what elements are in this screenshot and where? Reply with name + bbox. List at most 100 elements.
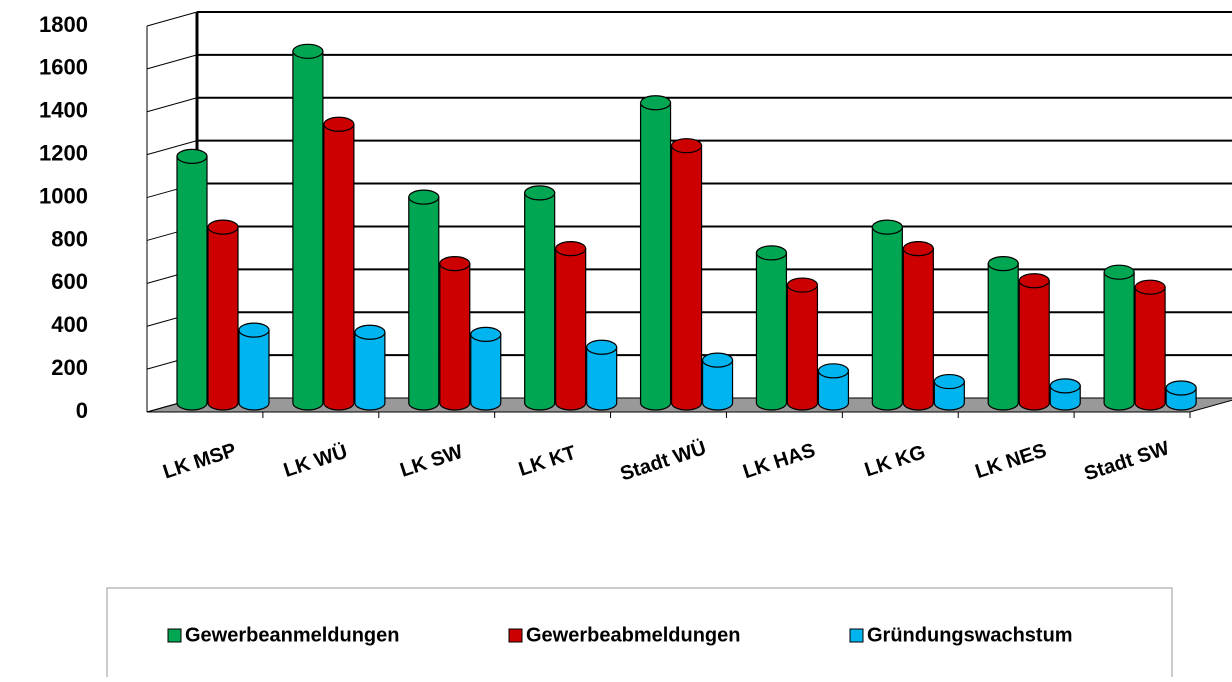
y-tick-label: 400 xyxy=(51,312,88,337)
cylinder xyxy=(933,373,965,411)
cylinder-top xyxy=(408,189,440,205)
cylinder-top xyxy=(555,241,587,257)
y-tick-label: 200 xyxy=(51,355,88,380)
cylinder-top xyxy=(354,324,386,340)
cylinder-top xyxy=(817,363,850,379)
x-tick-label: Stadt WÜ xyxy=(617,436,709,485)
cylinder xyxy=(755,245,788,411)
cylinder-top xyxy=(1165,380,1197,396)
cylinder-top xyxy=(323,116,355,132)
cylinder-body xyxy=(987,263,1019,411)
cylinder-top xyxy=(1018,273,1050,289)
cylinder-top xyxy=(902,241,934,257)
legend-label: Gewerbeanmeldungen xyxy=(185,624,400,646)
y-tick-label: 1200 xyxy=(39,140,88,165)
cylinder-body xyxy=(354,331,386,411)
y-tick-label: 1400 xyxy=(39,98,88,123)
legend-box xyxy=(106,587,1173,682)
cylinder xyxy=(1134,279,1166,411)
cylinder-top xyxy=(176,148,208,164)
cylinder-body xyxy=(323,123,355,411)
y-tick-label: 1600 xyxy=(39,55,88,80)
cylinder xyxy=(524,185,556,411)
grid-line-side xyxy=(146,140,198,156)
cylinder xyxy=(292,43,324,411)
cylinder-body xyxy=(701,359,734,411)
cylinder-body xyxy=(292,50,324,411)
x-tick-label: Stadt SW xyxy=(1082,437,1172,485)
cylinder xyxy=(1103,264,1135,411)
cylinder-top xyxy=(670,138,703,154)
cylinder-top xyxy=(207,219,239,235)
cylinder xyxy=(207,219,239,411)
cylinder-top xyxy=(238,322,270,338)
grid-line-side xyxy=(146,11,198,27)
x-tick-label: LK NES xyxy=(973,440,1050,484)
cylinder-body xyxy=(555,248,587,411)
cylinder-body xyxy=(238,329,270,411)
x-tick-label: LK KT xyxy=(516,442,579,481)
cylinder xyxy=(1018,273,1050,411)
legend-swatch xyxy=(849,628,864,643)
cylinder xyxy=(670,138,703,411)
x-tick-label: LK WÜ xyxy=(281,440,350,482)
cylinder xyxy=(817,363,850,411)
cylinder-body xyxy=(207,226,239,411)
x-tick-label: LK MSP xyxy=(160,439,239,483)
cylinder-top xyxy=(524,185,556,201)
grid-line-side xyxy=(146,97,198,113)
cylinder xyxy=(871,219,903,411)
cylinder-body xyxy=(176,155,208,411)
cylinder-body xyxy=(639,102,672,411)
cylinder-body xyxy=(871,226,903,411)
cylinder xyxy=(1165,380,1197,411)
cylinder xyxy=(176,148,208,411)
legend-label: Gründungswachstum xyxy=(867,624,1073,646)
cylinder-body xyxy=(408,196,440,411)
cylinder-top xyxy=(439,256,471,272)
cylinder-body xyxy=(524,192,556,411)
cylinder-top xyxy=(871,219,903,235)
cylinder-top xyxy=(639,95,672,111)
legend-swatch xyxy=(167,628,182,643)
cylinder-top xyxy=(786,277,819,293)
cylinder xyxy=(1049,378,1081,411)
cylinder-body xyxy=(1134,286,1166,411)
cylinder-top xyxy=(1103,264,1135,280)
cylinder-body xyxy=(670,145,703,411)
cylinder xyxy=(902,241,934,411)
cylinder-body xyxy=(902,248,934,411)
cylinder xyxy=(987,256,1019,411)
cylinder-body xyxy=(817,370,850,411)
x-tick-label: LK HAS xyxy=(740,439,818,483)
cylinder-body xyxy=(755,252,788,411)
cylinder-body xyxy=(439,263,471,411)
cylinder-body xyxy=(933,380,965,411)
cylinder-top xyxy=(701,352,734,368)
cylinder-body xyxy=(1103,271,1135,411)
cylinder xyxy=(639,95,672,411)
cylinder xyxy=(354,324,386,411)
cylinder xyxy=(323,116,355,411)
legend-swatch xyxy=(508,628,523,643)
y-tick-label: 1000 xyxy=(39,183,88,208)
legend-label: Gewerbeabmeldungen xyxy=(526,624,741,646)
cylinder-body xyxy=(1018,280,1050,411)
cylinder-top xyxy=(755,245,788,261)
cylinder xyxy=(470,326,502,411)
y-tick-label: 800 xyxy=(51,226,88,251)
y-tick-label: 600 xyxy=(51,269,88,294)
cylinder-body xyxy=(470,333,502,411)
cylinder xyxy=(701,352,734,411)
x-tick-label: LK SW xyxy=(397,441,465,482)
cylinder-body xyxy=(786,284,819,411)
cylinder xyxy=(439,256,471,411)
cylinder-body xyxy=(586,346,618,411)
cylinder-top xyxy=(586,339,618,355)
cylinder xyxy=(238,322,270,411)
cylinder xyxy=(786,277,819,411)
y-tick-label: 1800 xyxy=(39,12,88,37)
x-tick-label: LK KG xyxy=(862,441,928,481)
cylinder-top xyxy=(933,373,965,390)
